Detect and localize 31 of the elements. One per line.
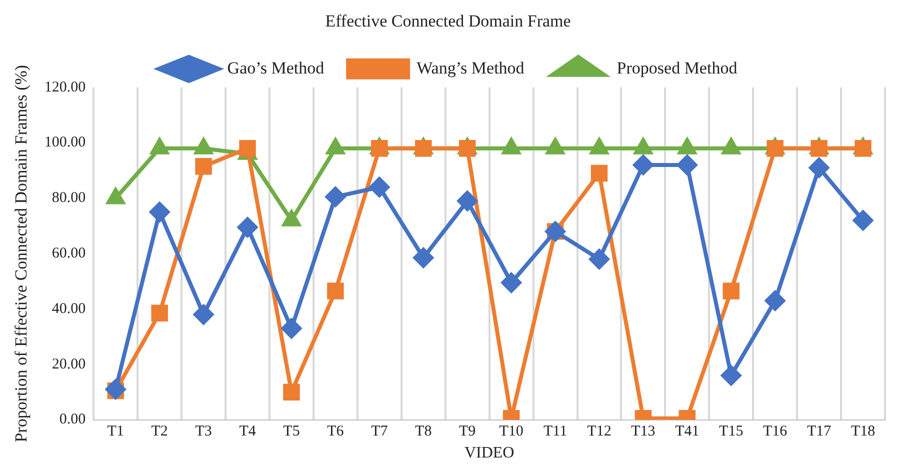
chart-title: Effective Connected Domain Frame: [325, 12, 571, 31]
y-tick-label: 20.00: [52, 356, 86, 372]
x-tick-label: T12: [587, 424, 612, 440]
y-tick-label: 100.00: [44, 134, 86, 151]
y-tick-label: 80.00: [52, 190, 86, 206]
x-tick-label: T6: [327, 424, 344, 440]
x-tick-label: T5: [283, 424, 300, 440]
x-tick-label: T8: [415, 424, 432, 440]
x-tick-label: T2: [151, 424, 168, 440]
x-tick-label: T3: [195, 424, 212, 440]
y-axis-title: Proportion of Effective Connected Domain Frames (%): [12, 64, 31, 442]
x-tick-label: T41: [675, 424, 700, 440]
x-tick-label: T1: [107, 424, 124, 440]
y-tick-label: 0.00: [59, 412, 86, 428]
x-tick-label: T16: [763, 424, 788, 440]
y-tick-label: 60.00: [52, 246, 86, 262]
y-tick-label: 40.00: [52, 300, 86, 317]
legend-label: Gao’s Method: [227, 58, 325, 78]
x-tick-label: T15: [719, 424, 744, 440]
y-tick-label: 120.00: [44, 79, 86, 96]
x-tick-label: T10: [499, 424, 524, 440]
x-tick-label: T7: [371, 424, 388, 440]
x-axis-title: VIDEO: [464, 444, 514, 462]
x-tick-label: T9: [459, 424, 476, 440]
x-tick-label: T17: [806, 424, 832, 440]
x-tick-label: T13: [631, 424, 656, 440]
legend-label: Proposed Method: [616, 58, 738, 78]
legend-label: Wang’s Method: [416, 58, 525, 78]
x-tick-label: T11: [543, 424, 568, 440]
x-tick-label: T18: [850, 424, 876, 440]
x-tick-label: T4: [239, 424, 256, 440]
